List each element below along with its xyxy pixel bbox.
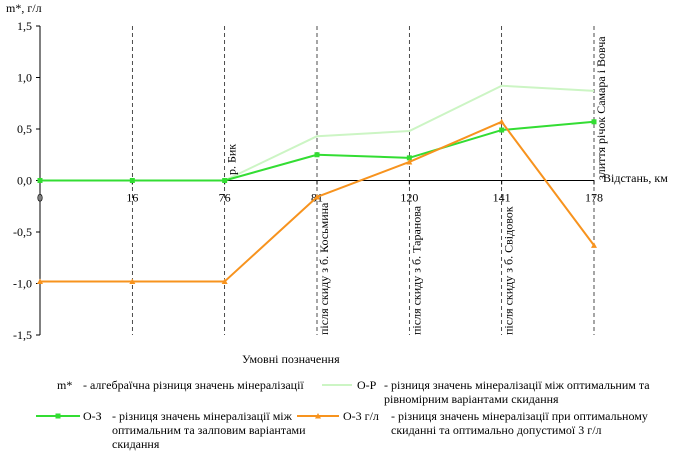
x-tick-label: 120: [400, 191, 418, 205]
data-point: [406, 158, 413, 165]
y-axis-label: m*, г/л: [6, 1, 42, 15]
legend-oz-label: О-З: [83, 409, 102, 423]
legend-o3-label: О-3 г/л: [343, 409, 379, 423]
legend-swatches: [36, 384, 352, 419]
data-point: [129, 278, 136, 284]
y-tick-label: -1,5: [13, 328, 32, 342]
legend-o3-desc: - різниця значень мінералізації при опти…: [391, 409, 648, 437]
x-tick-label: 141: [493, 191, 511, 205]
station-annotation: після скиду з б. Свідовок: [502, 206, 516, 335]
y-tick-label: 0,0: [17, 174, 32, 188]
x-tick-label: 178: [585, 191, 603, 205]
chart-labels: р. Бик після скиду з б. Косьмина після ски…: [225, 36, 608, 335]
y-tick-label: 1,0: [17, 71, 32, 85]
data-point: [314, 193, 320, 200]
legend-mstar-key: m*: [57, 378, 73, 392]
legend-mstar-desc: - алгебраїчна різниця значень мінераліза…: [83, 378, 304, 392]
chart-axes: -1,5-1,0-0,50,00,51,01,50167681120141178…: [6, 1, 668, 342]
y-tick-label: -0,5: [13, 225, 32, 239]
y-tick-label: 0,5: [17, 122, 32, 136]
data-point: [221, 278, 228, 284]
data-point: [591, 119, 597, 125]
data-point: [314, 152, 320, 158]
y-tick-label: -1,0: [13, 277, 32, 291]
data-point: [591, 242, 597, 248]
data-point: [37, 278, 43, 284]
x-axis-label: Відстань, км: [603, 171, 668, 185]
station-annotation: р. Бик: [225, 144, 239, 175]
y-tick-label: 1,5: [17, 19, 32, 33]
legend-oz-swatch-marker: [55, 413, 61, 419]
legend-title: Умовні позначення: [242, 352, 340, 366]
data-point: [222, 178, 228, 183]
data-point: [406, 155, 412, 161]
legend-o3-swatch-marker: [315, 413, 321, 419]
legend-oz-desc: - різниця значень мінералізації між опти…: [112, 409, 306, 451]
chart-series: [37, 84, 597, 284]
data-point: [37, 178, 43, 183]
station-annotation: злиття річок Самара і Вовча: [594, 36, 608, 180]
data-point: [498, 118, 505, 125]
legend-or-desc: - різниця значень мінералізації між опти…: [384, 378, 650, 406]
x-tick-label: 0: [37, 191, 43, 205]
station-annotation: після скиду з б. Косьмина: [317, 202, 331, 335]
x-tick-label: 76: [219, 191, 231, 205]
legend-or-label: О-Р: [357, 378, 377, 392]
data-point: [499, 127, 505, 133]
series-line: [40, 120, 595, 182]
data-point: [129, 178, 135, 183]
x-tick-label: 16: [126, 191, 138, 205]
station-annotation: після скиду з б. Таранова: [409, 205, 423, 335]
